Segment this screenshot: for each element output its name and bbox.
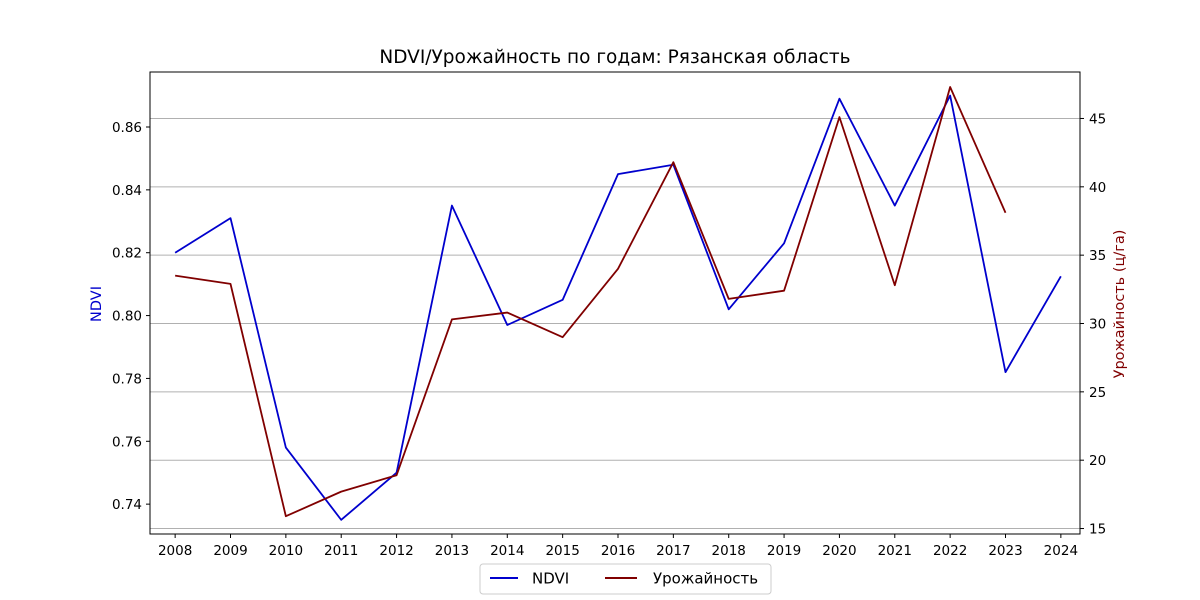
legend-label-yield: Урожайность (653, 570, 758, 588)
x-tick-label: 2019 (767, 543, 801, 559)
x-tick-label: 2011 (324, 543, 358, 559)
y-right-tick-label: 45 (1089, 111, 1106, 127)
x-tick-label: 2015 (545, 543, 579, 559)
y-left-tick-label: 0.78 (112, 371, 142, 387)
y-right-tick-label: 40 (1089, 180, 1106, 196)
y-right-tick-label: 35 (1089, 248, 1106, 264)
x-tick-label: 2020 (822, 543, 856, 559)
series-line-yield (175, 86, 1007, 518)
y-right-tick-label: 20 (1089, 453, 1106, 469)
y-axis-left-label: NDVI (89, 286, 105, 322)
x-tick-label: 2024 (1044, 543, 1078, 559)
y-left-tick-label: 0.74 (112, 497, 142, 513)
x-tick-label: 2014 (490, 543, 524, 559)
y-left-tick-label: 0.82 (112, 246, 142, 262)
y-right-tick-label: 15 (1089, 522, 1106, 538)
y-axis-left: 0.74 0.76 0.78 0.80 0.82 0.84 0.86 (112, 120, 150, 513)
grid-layer (150, 117, 1080, 530)
y-axis-right-label: Урожайность (ц/га) (1112, 230, 1128, 379)
series-line-ndvi (174, 94, 1062, 521)
x-tick-label: 2021 (878, 543, 912, 559)
y-left-tick-label: 0.86 (112, 120, 142, 136)
x-tick-label: 2008 (158, 543, 192, 559)
x-tick-label: 2013 (435, 543, 469, 559)
y-left-tick-label: 0.76 (112, 434, 142, 450)
x-tick-label: 2010 (269, 543, 303, 559)
y-axis-right: 15 20 25 30 35 40 45 (1080, 111, 1106, 538)
x-tick-label: 2016 (601, 543, 635, 559)
x-tick-label: 2023 (988, 543, 1022, 559)
x-tick-label: 2012 (379, 543, 413, 559)
series-layer (174, 86, 1062, 521)
chart-title: NDVI/Урожайность по годам: Рязанская обл… (379, 47, 850, 68)
x-tick-label: 2018 (712, 543, 746, 559)
x-axis: 2008 2009 2010 2011 2012 2013 2014 2015 2016 2017… (158, 534, 1078, 559)
y-right-tick-label: 25 (1089, 385, 1106, 401)
y-right-tick-label: 30 (1089, 317, 1106, 333)
y-left-tick-label: 0.84 (112, 183, 142, 199)
legend-label-ndvi: NDVI (532, 570, 569, 588)
x-tick-label: 2022 (933, 543, 967, 559)
legend: NDVI Урожайность (479, 563, 772, 595)
y-left-tick-label: 0.80 (112, 309, 142, 325)
x-tick-label: 2017 (656, 543, 690, 559)
plot-frame (149, 71, 1081, 535)
x-tick-label: 2009 (213, 543, 247, 559)
